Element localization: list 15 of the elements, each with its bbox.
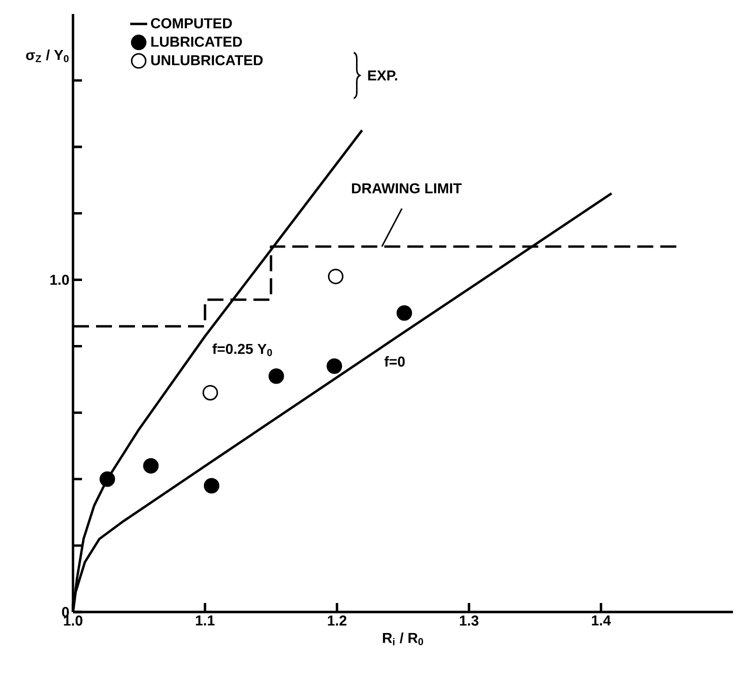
annotation: DRAWING LIMIT — [352, 183, 462, 194]
x-tick-label: 1.4 — [592, 616, 611, 626]
legend-label: COMPUTED — [150, 18, 232, 28]
annotation: EXP. — [368, 70, 398, 80]
legend-label: LUBRICATED — [151, 36, 242, 47]
y-tick-label: 0 — [62, 606, 69, 618]
x-axis-title: R$_{i}$ / R$_{0}$ — [382, 632, 424, 646]
annotation: f=0 — [384, 356, 405, 367]
legend-label: UNLUBRICATED — [151, 55, 263, 66]
annotation: f=0.25 Y$_{0}$ — [212, 343, 272, 356]
x-tick-label: 1.2 — [328, 616, 346, 626]
x-tick-label: 1.3 — [460, 616, 478, 626]
x-tick-label: 1.1 — [196, 616, 215, 626]
x-tick-label: 1.0 — [64, 616, 82, 626]
y-axis-title: σ$_{Z}$ / Y$_{0}$ — [26, 50, 69, 62]
